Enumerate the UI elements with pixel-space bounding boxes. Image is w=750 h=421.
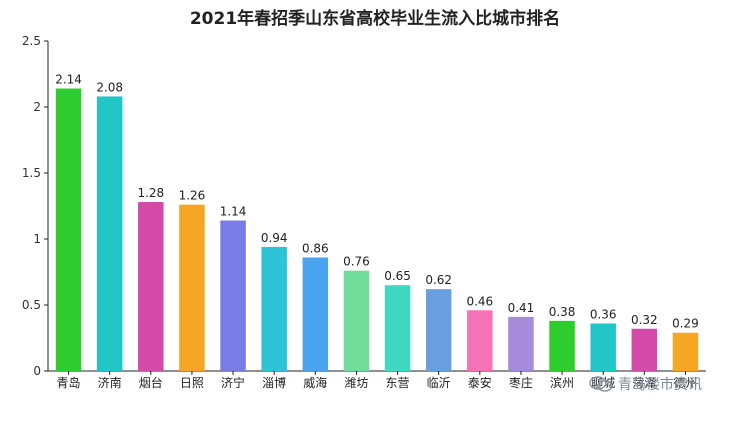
bar xyxy=(55,88,82,372)
data-label: 0.94 xyxy=(261,231,288,245)
x-tick-label: 枣庄 xyxy=(509,375,533,390)
bar xyxy=(508,316,534,371)
data-label: 2.08 xyxy=(96,80,123,94)
y-tick-label: 1.5 xyxy=(22,166,41,180)
x-tick-label: 济南 xyxy=(98,375,122,390)
data-label: 1.28 xyxy=(137,186,164,200)
data-label: 2.14 xyxy=(55,73,82,87)
data-label: 0.62 xyxy=(425,273,452,287)
data-label: 0.32 xyxy=(631,313,658,327)
x-tick-label: 日照 xyxy=(180,376,204,390)
bar xyxy=(425,289,452,371)
x-tick-label: 青岛 xyxy=(57,375,81,390)
x-tick-label: 德州 xyxy=(673,375,697,390)
y-tick-label: 0.5 xyxy=(22,298,41,312)
data-label: 0.46 xyxy=(466,294,493,308)
bar xyxy=(467,310,493,371)
bar xyxy=(631,328,658,371)
data-label: 0.38 xyxy=(549,305,576,319)
bar xyxy=(261,246,287,371)
x-tick-label: 泰安 xyxy=(468,375,492,390)
bar xyxy=(96,96,123,371)
x-tick-label: 烟台 xyxy=(139,375,163,390)
watermark: 青岛楼市资讯 xyxy=(588,374,702,394)
bar xyxy=(179,204,205,371)
data-label: 0.29 xyxy=(672,317,699,331)
bar xyxy=(138,202,164,371)
data-label: 1.14 xyxy=(220,205,247,219)
bar xyxy=(549,320,575,371)
bar xyxy=(343,270,370,371)
x-tick-label: 临沂 xyxy=(427,376,451,390)
y-tick-label: 0 xyxy=(33,364,41,378)
data-label: 0.36 xyxy=(590,307,617,321)
bar xyxy=(384,285,411,371)
y-tick-label: 2 xyxy=(33,100,41,114)
y-tick-label: 1 xyxy=(33,232,41,246)
x-tick-label: 潍坊 xyxy=(344,375,368,390)
x-tick-label: 聊城 xyxy=(591,376,615,390)
axes: 0 0.5 1 1.5 2 2.5 xyxy=(22,34,706,378)
watermark-text: 青岛楼市资讯 xyxy=(618,377,702,393)
x-tick-label: 滨州 xyxy=(550,375,574,390)
x-tick-label: 菏泽 xyxy=(632,376,656,390)
wechat-icon xyxy=(589,376,613,392)
data-label: 0.41 xyxy=(508,301,535,315)
x-tick-label: 济宁 xyxy=(221,375,245,390)
x-tick-label: 东营 xyxy=(386,376,410,390)
bar xyxy=(302,257,329,371)
data-label: 0.65 xyxy=(384,269,411,283)
bar xyxy=(220,220,246,371)
chart-title: 2021年春招季山东省高校毕业生流入比城市排名 xyxy=(189,9,561,29)
data-label: 0.86 xyxy=(302,241,329,255)
bar xyxy=(672,332,699,371)
bar xyxy=(590,323,616,371)
data-label: 1.26 xyxy=(179,189,206,203)
bars xyxy=(55,88,699,372)
y-tick-label: 2.5 xyxy=(22,34,41,48)
labels: 2.14 青岛 2.08 济南 1.28 烟台 1.26 日照 1.14 济宁 0.94 淄博 0.86… xyxy=(55,73,699,390)
x-tick-label: 威海 xyxy=(303,375,327,390)
data-label: 0.76 xyxy=(343,255,370,269)
x-tick-label: 淄博 xyxy=(262,375,286,390)
